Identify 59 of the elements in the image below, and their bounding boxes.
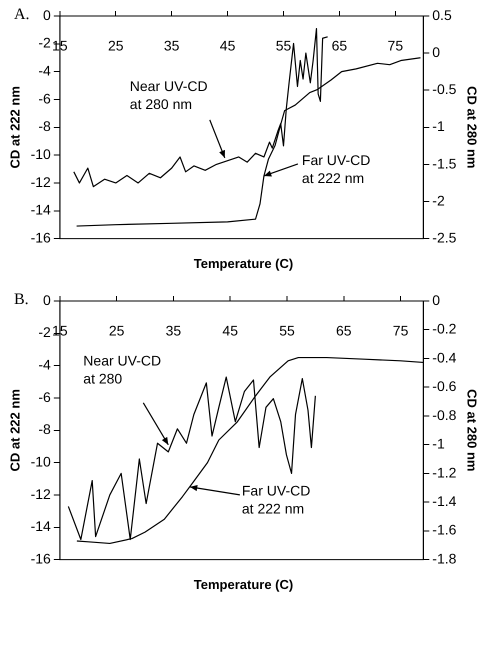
y-axis-title: CD at 222 nm [7, 86, 22, 168]
annotation: Near UV-CD at 280 nm [130, 78, 208, 112]
y2-tick-label: -1.8 [432, 550, 457, 566]
x-tick-label: 55 [276, 37, 292, 54]
y2-tick-label: -1.2 [432, 464, 457, 480]
y2-tick-label: -0.5 [432, 81, 457, 98]
y-tick-label: -4 [38, 356, 52, 373]
annotation: Far UV-CD at 222 nm [302, 152, 370, 186]
chart-title: B. [14, 291, 29, 309]
y-tick-label: -14 [30, 202, 52, 218]
annotation: Far UV-CD at 222 nm [242, 482, 310, 517]
y2-tick-label: -1 [432, 118, 445, 134]
y2-tick-label: -1.4 [432, 492, 457, 509]
x-tick-label: 65 [336, 322, 352, 338]
y-tick-label: -2 [38, 324, 52, 340]
y2-tick-label: 0.5 [432, 6, 452, 23]
y2-tick-label: -0.8 [432, 406, 457, 423]
x-tick-label: 35 [166, 322, 182, 338]
y-tick-label: -2 [38, 34, 52, 51]
y2-tick-label: -2 [432, 192, 445, 208]
y-tick-label: -4 [38, 62, 52, 79]
y2-tick-label: -2.5 [432, 229, 457, 246]
y-tick-label: 0 [43, 292, 52, 308]
x-tick-label: 45 [222, 322, 238, 338]
y2-tick-label: -1 [432, 436, 445, 452]
y-tick-label: -12 [30, 486, 52, 502]
y2-tick-label: -1.5 [432, 155, 457, 172]
y-tick-label: -8 [38, 421, 52, 438]
y2-tick-label: -0.2 [432, 320, 457, 337]
y2-axis-title: CD at 280 nm [464, 86, 480, 168]
annotation: Near UV-CD at 280 [83, 352, 162, 387]
y-tick-label: 0 [43, 6, 52, 23]
x-axis-title: Temperature (C) [192, 256, 294, 271]
y2-tick-label: 0 [432, 44, 440, 60]
x-tick-label: 45 [220, 37, 236, 54]
x-tick-label: 55 [279, 322, 295, 338]
y-tick-label: -10 [30, 146, 52, 162]
y2-tick-label: -0.4 [432, 349, 457, 366]
y2-axis-title: CD at 280 nm [464, 389, 480, 472]
x-tick-label: 35 [164, 37, 180, 54]
y-tick-label: -10 [30, 453, 52, 470]
y-tick-label: -16 [30, 550, 52, 566]
x-tick-label: 75 [388, 37, 404, 54]
y2-tick-label: 0 [432, 292, 440, 308]
y-tick-label: -14 [30, 518, 52, 534]
y-tick-label: -8 [38, 118, 52, 134]
x-tick-label: 25 [108, 322, 125, 338]
x-axis-title: Temperature (C) [192, 577, 294, 592]
y-tick-label: -6 [38, 388, 52, 405]
y-tick-label: -16 [30, 229, 52, 246]
y2-tick-label: -0.6 [432, 378, 457, 394]
y2-tick-label: -1.6 [432, 522, 457, 538]
chart-title: A. [14, 6, 30, 24]
y-axis-title: CD at 222 nm [7, 389, 22, 472]
x-tick-label: 65 [332, 37, 348, 54]
x-tick-label: 25 [108, 37, 124, 54]
y-tick-label: -12 [30, 174, 52, 190]
y-tick-label: -6 [38, 90, 52, 106]
x-tick-label: 75 [392, 322, 409, 338]
